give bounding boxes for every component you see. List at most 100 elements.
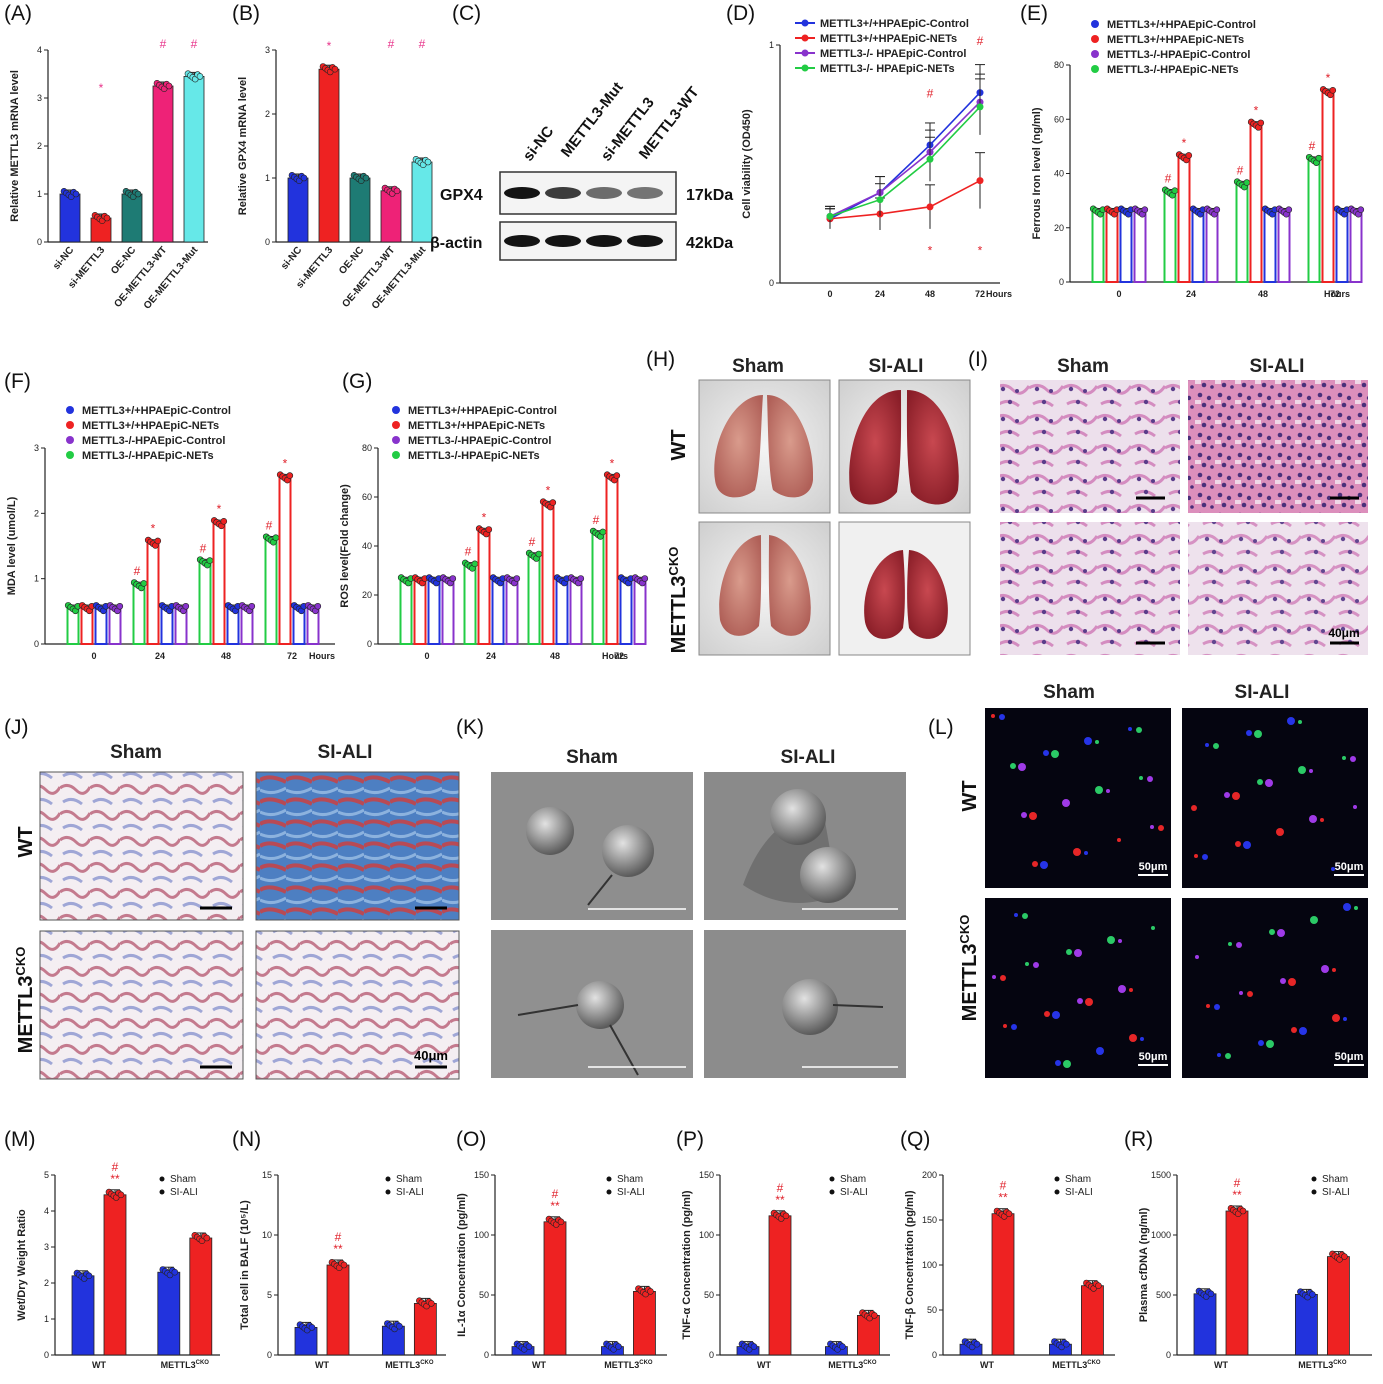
f-xtick-label: 0 — [91, 651, 96, 661]
a-bar — [152, 85, 174, 243]
g-ylabel: ROS level(Fold change) — [339, 484, 351, 608]
panel-label-r: (R) — [1124, 1128, 1154, 1151]
l-cell-speck — [1010, 763, 1016, 769]
l-cell-speck — [1214, 1004, 1220, 1010]
l-cell-speck — [1246, 730, 1252, 736]
l-cell-speck — [1309, 769, 1313, 773]
n-legend-marker — [385, 1189, 391, 1195]
l-cell-speck — [1014, 913, 1018, 917]
k-header-sham: Sham — [566, 747, 618, 768]
o-xtick-label: METTL3CKO — [604, 1360, 653, 1370]
e-ytick-label: 40 — [1054, 169, 1064, 179]
m-ytick-label: 0 — [44, 1350, 49, 1360]
l-cell-speck — [1298, 766, 1306, 774]
f-sig-mark: * — [151, 522, 156, 536]
band-gpx4 — [545, 187, 581, 199]
d-point — [976, 103, 984, 111]
b-point — [300, 174, 308, 182]
j-image-wt-siali — [255, 771, 460, 921]
m-legend-label: SI-ALI — [170, 1187, 198, 1198]
g-point — [535, 550, 543, 558]
f-point — [182, 602, 190, 610]
d-series-line — [829, 92, 981, 220]
g-bar — [413, 579, 427, 646]
r-ytick-label: 1000 — [1151, 1230, 1171, 1240]
a-point — [103, 214, 111, 222]
q-legend-marker — [1054, 1176, 1060, 1182]
b-ytick-label: 0 — [265, 237, 270, 247]
r-xtick-label: METTL3CKO — [1298, 1360, 1347, 1370]
g-sig-mark: # — [593, 513, 600, 527]
r-bar — [1225, 1210, 1249, 1356]
l-cell-speck — [1291, 1027, 1297, 1033]
immunofluorescence-images: Sham SI-ALI WT METTL3CKO 50μm 50μm 50μm … — [957, 682, 1368, 1078]
p-legend-marker — [829, 1189, 835, 1195]
he-stain-images: Sham SI-ALI 40μm — [1000, 356, 1368, 655]
l-cell-speck — [1354, 906, 1358, 910]
j-image-cko-sham — [39, 930, 244, 1080]
e-point — [1171, 187, 1179, 194]
l-cell-speck — [1239, 991, 1243, 995]
l-cell-speck — [1310, 916, 1318, 924]
d-point — [926, 203, 934, 211]
l-cell-speck — [1096, 1047, 1104, 1055]
a-point — [72, 190, 80, 198]
d-legend-label: METTL3+/+HPAEpiC-Control — [820, 18, 969, 30]
a-bar — [183, 76, 205, 243]
panel-label-n: (N) — [232, 1128, 262, 1151]
l-scale-wt-siali: 50μm — [1335, 861, 1364, 873]
e-bar — [1277, 210, 1291, 284]
e-legend-marker — [1091, 65, 1099, 73]
d-xtick-label: 72 — [975, 289, 985, 299]
a-point — [134, 190, 142, 198]
e-sig-mark: * — [1326, 71, 1331, 85]
f-xunit: Hours — [309, 651, 335, 661]
panel-label-i: (I) — [968, 348, 988, 371]
n-sig-dstar: ** — [333, 1242, 343, 1256]
b-point — [362, 174, 370, 182]
l-cell-speck — [1129, 988, 1133, 992]
n-ytick-label: 0 — [267, 1350, 272, 1360]
f-point — [116, 602, 124, 610]
e-legend-label: METTL3+/+HPAEpiC-Control — [1107, 19, 1256, 31]
g-bar — [463, 564, 477, 646]
l-cell-speck — [1265, 779, 1273, 787]
panel-label-g: (G) — [342, 370, 373, 393]
a-point — [165, 82, 173, 90]
d-legend-marker — [801, 19, 809, 27]
o-sig-hash: # — [552, 1187, 559, 1201]
g-bar — [569, 579, 583, 646]
band-actin — [504, 235, 540, 247]
o-legend-marker — [606, 1176, 612, 1182]
g-sig-mark: * — [482, 510, 487, 524]
l-cell-speck — [1228, 942, 1232, 946]
o-ytick-label: 50 — [479, 1290, 489, 1300]
m-xtick-label: METTL3CKO — [161, 1360, 210, 1370]
l-cell-speck — [1073, 848, 1081, 856]
o-point — [615, 1343, 622, 1350]
q-ytick-label: 0 — [932, 1350, 937, 1360]
j-header-siali: SI-ALI — [318, 742, 373, 763]
q-sig-dstar: ** — [998, 1191, 1008, 1205]
r-ytick-label: 0 — [1166, 1350, 1171, 1360]
r-legend-marker — [1311, 1176, 1317, 1182]
d-legend-marker — [801, 34, 809, 42]
l-cell-speck — [1343, 1017, 1347, 1021]
r-bar — [1193, 1293, 1217, 1356]
m-bar — [103, 1194, 127, 1356]
b-xtick-label: OE-NC — [337, 245, 366, 277]
l-cell-speck — [1213, 743, 1219, 749]
western-blot: si-NC METTL3-Mut si-METTL3 METTL3-WT GPX… — [430, 79, 733, 261]
l-cell-speck — [1151, 926, 1155, 930]
l-scale-cko-sham: 50μm — [1139, 1051, 1168, 1063]
l-image-cko-siali — [1182, 898, 1368, 1078]
panel-label-k: (K) — [456, 716, 484, 739]
r-bar — [1326, 1256, 1350, 1356]
l-cell-speck — [1331, 867, 1335, 871]
r-ytick-label: 500 — [1156, 1290, 1171, 1300]
g-ytick-label: 0 — [367, 639, 372, 649]
o-sig-dstar: ** — [550, 1199, 560, 1213]
l-cell-speck — [1258, 1040, 1264, 1046]
band-actin — [627, 235, 663, 247]
l-cell-speck — [1205, 743, 1209, 747]
